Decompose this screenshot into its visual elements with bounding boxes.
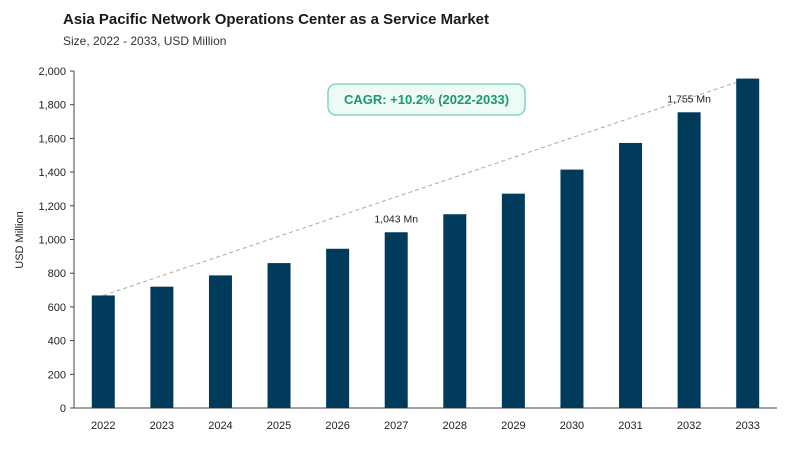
x-tick-label: 2024 <box>208 420 232 432</box>
y-tick-label: 1,600 <box>38 133 66 145</box>
y-tick-label: 800 <box>48 268 66 280</box>
bar-2024 <box>208 275 232 408</box>
cagr-badge: CAGR: +10.2% (2022-2033) <box>327 83 526 116</box>
x-tick-label: 2026 <box>325 420 349 432</box>
trend-line-group <box>103 78 748 296</box>
bar-2028 <box>443 214 467 408</box>
chart-title: Asia Pacific Network Operations Center a… <box>63 11 490 28</box>
x-tick-label: 2027 <box>384 420 408 432</box>
y-tick-label: 600 <box>48 302 66 314</box>
cagr-trend-line <box>103 78 748 296</box>
x-tick-label: 2023 <box>150 420 174 432</box>
x-tick-label: 2029 <box>501 420 525 432</box>
cagr-badge-box <box>327 83 526 116</box>
y-tick-label: 1,400 <box>38 167 66 179</box>
y-tick-label: 1,800 <box>38 100 66 112</box>
bar-2029 <box>501 193 525 408</box>
bar-2033 <box>736 78 760 409</box>
x-tick-label: 2031 <box>618 420 642 432</box>
x-tick-label: 2033 <box>735 420 759 432</box>
y-tick-label: 1,000 <box>38 235 66 247</box>
y-tick-label: 1,200 <box>38 201 66 213</box>
bar-2026 <box>326 248 350 408</box>
axes: 0 200 400 600 800 1,000 1,200 1,400 1,600 1,800 2,… <box>38 66 777 415</box>
bar-2030 <box>560 169 584 408</box>
bar-2025 <box>267 263 291 408</box>
y-tick-label: 200 <box>48 369 66 381</box>
bar-2023 <box>150 286 174 408</box>
y-tick-label: 0 <box>60 403 66 415</box>
y-tick-label: 2,000 <box>38 66 66 78</box>
chart-subtitle: Size, 2022 - 2033, USD Million <box>63 34 227 48</box>
x-tick-label: 2022 <box>91 420 115 432</box>
x-tick-label: 2030 <box>560 420 584 432</box>
bar-2022 <box>91 295 115 408</box>
x-tick-label: 2025 <box>267 420 291 432</box>
bars-group <box>91 78 760 409</box>
data-label-2027: 1,043 Mn <box>374 213 418 225</box>
cagr-label: CAGR: +10.2% (2022-2033) <box>344 92 509 107</box>
bar-2027 <box>384 232 408 408</box>
y-tick-label: 400 <box>48 336 66 348</box>
data-label-2032: 1,755 Mn <box>667 93 711 105</box>
bar-2032 <box>677 112 701 408</box>
x-tick-label: 2028 <box>443 420 467 432</box>
bar-2031 <box>619 142 643 408</box>
x-tick-label: 2032 <box>677 420 701 432</box>
y-axis-label: USD Million <box>14 211 26 268</box>
labels-group: 2022 2023 2024 2025 2026 2027 2028 2029 2030 2031… <box>91 93 760 432</box>
